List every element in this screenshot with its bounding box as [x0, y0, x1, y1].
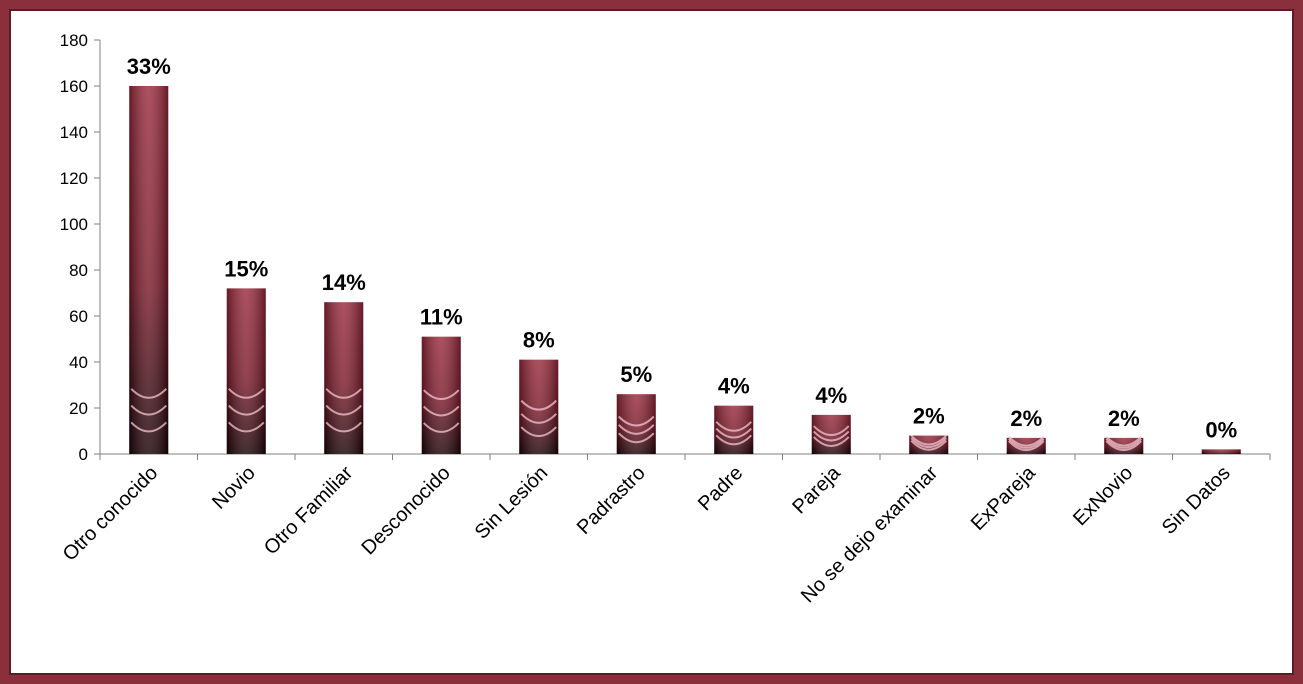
bar-glow-arc: [1105, 440, 1142, 452]
bar-glow-arc: [520, 399, 557, 411]
data-label: 4%: [718, 374, 750, 399]
y-tick-label: 0: [79, 445, 88, 464]
x-category-label: Novio: [208, 462, 260, 514]
bar-group: [714, 405, 754, 454]
x-category-label: ExNovio: [1069, 462, 1137, 530]
bar-group: [519, 359, 559, 454]
bar-sheen: [1201, 449, 1241, 454]
x-category-label: Padre: [694, 462, 747, 515]
bar-glow-arc: [910, 437, 947, 449]
bar-sheen: [519, 359, 559, 454]
data-label: 2%: [1010, 406, 1042, 431]
bar-glow-arc: [325, 421, 362, 433]
bar-glow-arc: [520, 413, 557, 424]
x-category-label: Sin Lesión: [471, 462, 553, 544]
data-label: 5%: [620, 362, 652, 387]
bar-sheen: [421, 336, 461, 454]
bar-glow-arc: [130, 404, 167, 416]
bar-glow-arc: [423, 405, 460, 417]
y-tick-label: 80: [69, 261, 88, 280]
bar-glow-arc: [910, 434, 947, 446]
bar-group: [616, 394, 656, 454]
bar-group: [1006, 435, 1046, 454]
bar-group: [909, 434, 949, 454]
y-tick-label: 180: [60, 31, 88, 50]
y-tick-label: 100: [60, 215, 88, 234]
x-category-label: Otro conocido: [59, 462, 163, 566]
y-axis-ticks: 0 20 40 60 80 100 120 140 160 180: [60, 31, 100, 464]
bar-glow-arc: [1105, 438, 1142, 449]
bar-group: [1201, 449, 1241, 454]
bar-glow-arc: [325, 404, 362, 416]
bar-glow-arc: [715, 421, 752, 432]
bar-glow-arc: [130, 421, 167, 433]
bar-group: [811, 414, 851, 454]
bar-glow-arc: [325, 388, 362, 399]
data-label: 0%: [1205, 417, 1237, 442]
bars: 33% 15% 14% 11% 8% 5% 4% 4% 2% 2% 2% 0%: [127, 54, 1241, 454]
bar-glow-arc: [228, 388, 265, 399]
data-label: 8%: [523, 328, 555, 353]
bar-glow-arc: [130, 388, 167, 399]
data-label: 2%: [913, 404, 945, 429]
bar-glow-arc: [228, 421, 265, 433]
y-tick-label: 60: [69, 307, 88, 326]
bar-glow-arc: [423, 389, 460, 401]
y-tick-label: 140: [60, 123, 88, 142]
x-category-label: ExPareja: [967, 461, 1041, 535]
x-category-label: Pareja: [788, 461, 845, 518]
data-label: 4%: [815, 383, 847, 408]
bar-group: [1104, 435, 1144, 454]
x-category-label: Sin Datos: [1158, 462, 1235, 539]
bar-glow-arc: [910, 439, 947, 451]
bar-sheen: [616, 394, 656, 454]
bar-group: [421, 336, 461, 454]
data-label: 2%: [1108, 406, 1140, 431]
y-tick-label: 120: [60, 169, 88, 188]
bar-glow-arc: [520, 426, 557, 438]
bar-group: [324, 302, 364, 454]
bar-glow-arc: [715, 434, 752, 446]
bar-glow-arc: [813, 425, 850, 437]
y-tick-label: 160: [60, 77, 88, 96]
bar-sheen: [226, 288, 266, 454]
y-tick-label: 20: [69, 399, 88, 418]
bar-glow-arc: [1008, 438, 1045, 449]
bar-group: [129, 86, 169, 454]
x-category-label: Desconocido: [357, 462, 454, 559]
bar-glow-arc: [423, 422, 460, 433]
data-label: 33%: [127, 54, 171, 79]
bar-glow-arc: [618, 415, 655, 427]
bar-sheen: [324, 302, 364, 454]
data-label: 15%: [224, 256, 268, 281]
bar-glow-arc: [1008, 440, 1045, 452]
bar-glow-arc: [1105, 435, 1142, 447]
data-label: 11%: [420, 305, 463, 330]
data-label: 14%: [322, 270, 366, 295]
bar-glow-arc: [1008, 435, 1045, 447]
x-category-label: Padrastro: [573, 462, 650, 539]
bar-group: [226, 288, 266, 454]
bar-glow-arc: [618, 424, 655, 435]
x-category-label: Otro Familiar: [260, 462, 358, 560]
bar-glow-arc: [618, 432, 655, 444]
bar-glow-arc: [813, 430, 850, 442]
x-axis-labels: Otro conocido Novio Otro Familiar Desconoci…: [59, 454, 1271, 607]
bar-glow-arc: [813, 436, 850, 447]
bar-glow-arc: [228, 404, 265, 416]
bar-glow-arc: [715, 427, 752, 439]
y-tick-label: 40: [69, 353, 88, 372]
